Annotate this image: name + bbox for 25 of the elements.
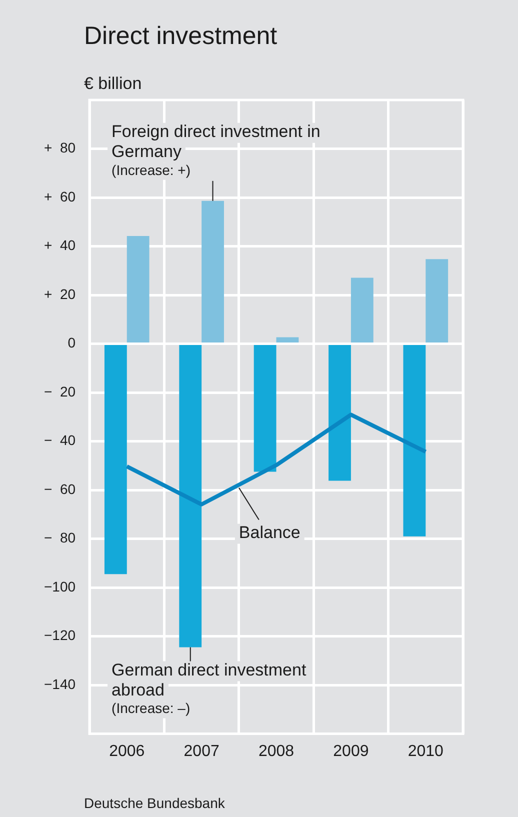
y-tick-label: 0 — [68, 334, 76, 351]
y-axis-title: € billion — [84, 74, 142, 94]
annotation: (Increase: –) — [112, 700, 190, 716]
text: Deutsche Bundesbank — [84, 795, 225, 811]
y-tick-label: −100 — [44, 578, 76, 594]
y-tick-label: + 80 — [44, 140, 76, 156]
y-tick-label: − 60 — [44, 480, 76, 497]
x-tick-label: 2010 — [408, 742, 444, 760]
chart-title: Direct investment — [84, 22, 278, 51]
x-tick-label: 2008 — [258, 742, 294, 760]
y-tick-label: − 80 — [44, 530, 76, 546]
y-tick-label: + 20 — [44, 286, 76, 302]
y-tick-label: − 40 — [44, 432, 76, 448]
x-tick-label: 2009 — [333, 742, 369, 760]
y-tick-label: + 40 — [44, 237, 76, 254]
series-label: German direct investment abroad — [112, 660, 306, 700]
x-tick-label: 2006 — [109, 742, 145, 760]
y-tick-label: + 60 — [44, 188, 76, 204]
annotation: (Increase: +) — [112, 162, 191, 178]
y-tick-label: − 20 — [44, 383, 76, 400]
text: Foreign direct investment in Germany — [112, 122, 320, 162]
y-tick-label: −140 — [44, 676, 76, 692]
series-label: Balance — [238, 522, 300, 542]
y-tick-label: −120 — [44, 627, 76, 644]
x-tick-label: 2007 — [184, 742, 220, 760]
